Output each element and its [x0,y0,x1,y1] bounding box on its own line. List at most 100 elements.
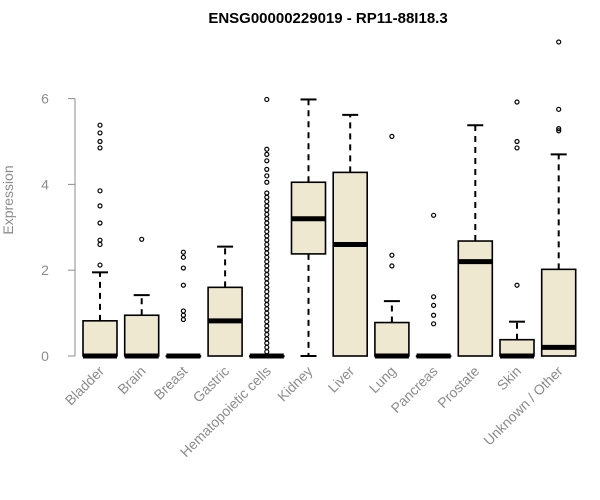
x-tick-label: Bladder [62,363,108,409]
outlier-point [264,228,270,235]
y-tick-label: 0 [41,348,49,364]
outlier-point [264,280,270,286]
outlier-point [264,331,270,338]
outlier-point [97,130,103,136]
outlier-point [264,146,270,152]
box-bladder [82,122,118,359]
outlier-point [264,179,270,185]
y-tick-label: 2 [41,262,49,278]
outlier-point [264,250,270,256]
outlier-point [180,308,186,314]
outlier-point [264,96,270,103]
box-iqr [82,320,118,357]
outlier-point [264,323,270,329]
outlier-point [97,203,103,209]
outlier-point [264,241,270,248]
outlier-point [97,122,103,128]
outlier-point [514,99,520,105]
outlier-point [431,321,437,327]
outlier-point [180,265,186,271]
outlier-point [514,138,520,145]
y-axis: 0 2 4 6 [41,91,76,364]
outlier-point [264,267,270,273]
box-pancreas [415,212,452,359]
outlier-point [556,128,562,134]
outlier-point [431,312,437,318]
outlier-point [180,312,186,318]
outlier-point [264,237,270,243]
outlier-point [97,220,103,226]
outlier-point [264,151,270,157]
outlier-point [389,133,395,139]
x-tick-label: Prostate [434,363,482,411]
outlier-point [97,262,103,268]
box-breast [165,249,202,359]
box-series [82,39,577,359]
outlier-point [97,138,103,145]
outlier-point [264,166,270,172]
outlier-point [264,220,270,226]
box-iqr [374,321,410,357]
outlier-point [180,316,186,323]
box-lung [374,133,410,359]
box-iqr [457,240,494,357]
outlier-point [264,246,270,252]
outlier-point [514,145,520,151]
outlier-point [264,340,270,346]
outlier-point [264,319,270,325]
outlier-point [264,344,270,351]
outlier-point [264,349,270,355]
outlier-point [556,39,562,45]
outlier-point [97,241,103,248]
outlier-point [264,198,270,205]
outlier-point [139,236,145,242]
outlier-point [264,203,270,209]
outlier-point [264,211,270,218]
box-unknown-other [540,39,577,357]
x-tick-label: Lung [366,363,399,396]
outlier-point [264,259,270,265]
outlier-point [97,145,103,151]
outlier-point [264,276,270,282]
outlier-point [556,106,562,112]
outlier-point [431,294,437,300]
outlier-point [97,188,103,194]
box-prostate [457,124,494,357]
outlier-point [264,301,270,308]
box-hematopoietic-cells [249,96,285,359]
outlier-point [389,252,395,258]
outlier-point [389,263,395,269]
outlier-point [264,327,270,333]
outlier-point [264,190,270,196]
outlier-point [431,302,437,308]
outlier-point [180,254,186,260]
outlier-point [431,212,437,218]
box-gastric [207,245,243,357]
outlier-point [264,284,270,290]
box-iqr [123,314,160,357]
outlier-point [264,310,270,316]
outlier-point [264,224,270,230]
outlier-point [264,297,270,303]
outlier-point [264,306,270,312]
x-tick-label: Liver [325,363,358,396]
x-tick-label: Skin [494,363,525,394]
outlier-point [264,194,270,200]
outlier-point [180,282,186,288]
x-tick-label: Breast [151,363,191,403]
box-iqr [540,268,577,357]
y-axis-label: Expression [0,165,16,234]
outlier-point [180,249,186,255]
box-iqr [332,171,369,357]
outlier-point [556,126,562,132]
outlier-point [264,158,270,164]
box-liver [332,113,369,357]
outlier-point [264,233,270,239]
x-tick-label: Unknown / Other [480,363,566,449]
outlier-point [97,237,103,243]
outlier-point [264,271,270,278]
box-skin [499,99,535,359]
